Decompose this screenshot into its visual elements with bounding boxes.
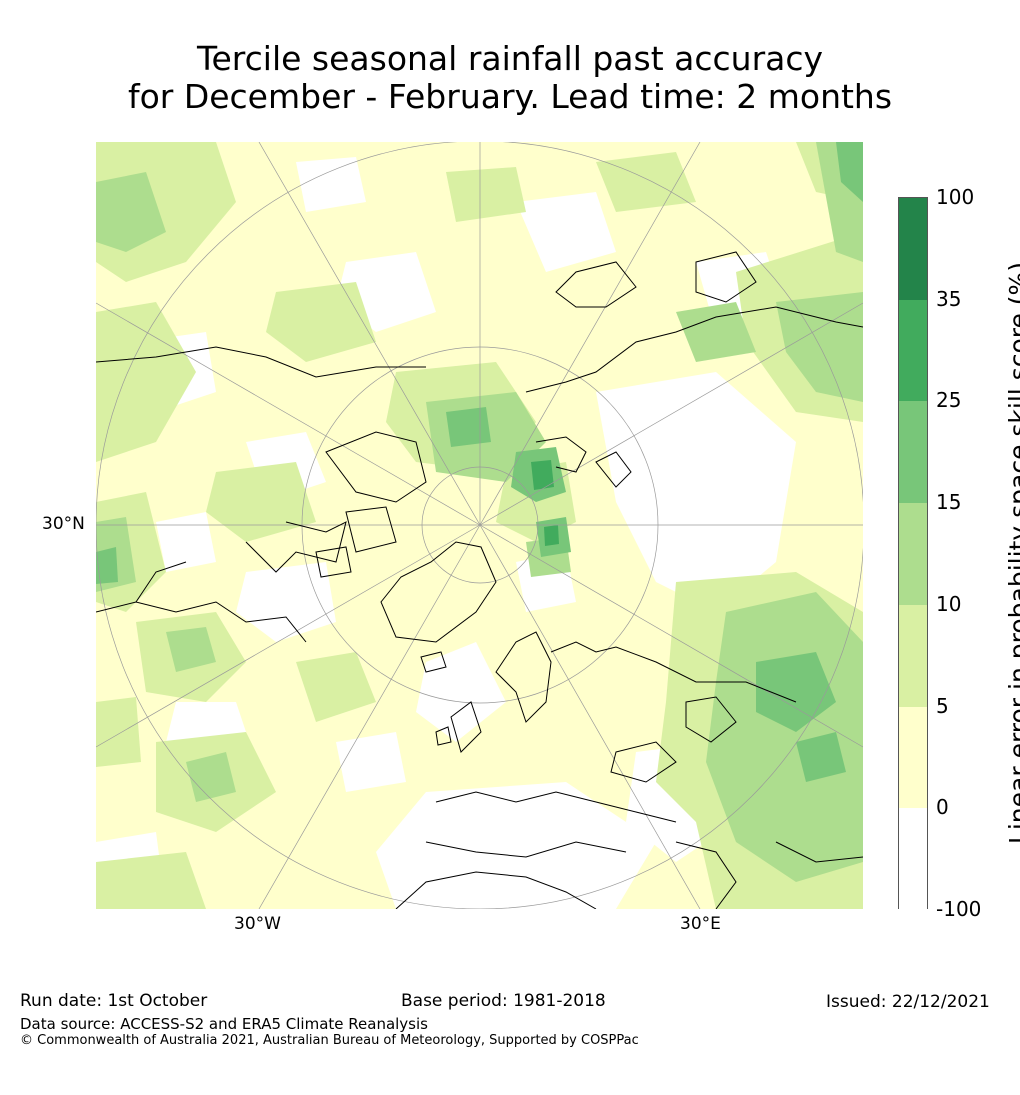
base-period: Base period: 1981-2018 (401, 991, 606, 1011)
colorbar-bin (899, 706, 927, 809)
map-panel (96, 142, 863, 909)
title-line-1: Tercile seasonal rainfall past accuracy (196, 39, 824, 78)
colorbar-tick-label: 35 (936, 286, 962, 311)
colorbar-title: Linear error in probability space skill … (1004, 261, 1020, 845)
issued-date: Issued: 22/12/2021 (826, 992, 990, 1012)
colorbar-bin (899, 808, 927, 911)
data-source: Data source: ACCESS-S2 and ERA5 Climate … (20, 1015, 428, 1033)
colorbar (898, 197, 928, 911)
lon-label-30e: 30°E (680, 914, 721, 934)
title-line-2: for December - February. Lead time: 2 mo… (127, 77, 893, 116)
colorbar-tick-label: 100 (936, 185, 975, 209)
lat-label-30n: 30°N (42, 514, 85, 534)
colorbar-tick-label: 10 (936, 591, 962, 616)
coastlines (96, 251, 863, 909)
skill-25-35-patches (531, 460, 559, 546)
colorbar-tick-label: -100 (936, 897, 982, 921)
lon-label-30w: 30°W (234, 914, 281, 934)
colorbar-tick-label: 5 (936, 693, 949, 718)
colorbar-tick-label: 25 (936, 388, 962, 413)
polar-map (96, 142, 863, 909)
colorbar-bin (899, 299, 927, 402)
colorbar-bin (899, 503, 927, 606)
run-date: Run date: 1st October (20, 991, 208, 1011)
colorbar-bin (899, 198, 927, 301)
chart-title: Tercile seasonal rainfall past accuracy … (0, 40, 1020, 116)
colorbar-tick-label: 15 (936, 490, 962, 515)
copyright: © Commonwealth of Australia 2021, Austra… (20, 1033, 639, 1048)
colorbar-bin (899, 604, 927, 708)
graticule (96, 142, 863, 909)
colorbar-tick-label: 0 (936, 795, 949, 820)
colorbar-bin (899, 401, 927, 504)
